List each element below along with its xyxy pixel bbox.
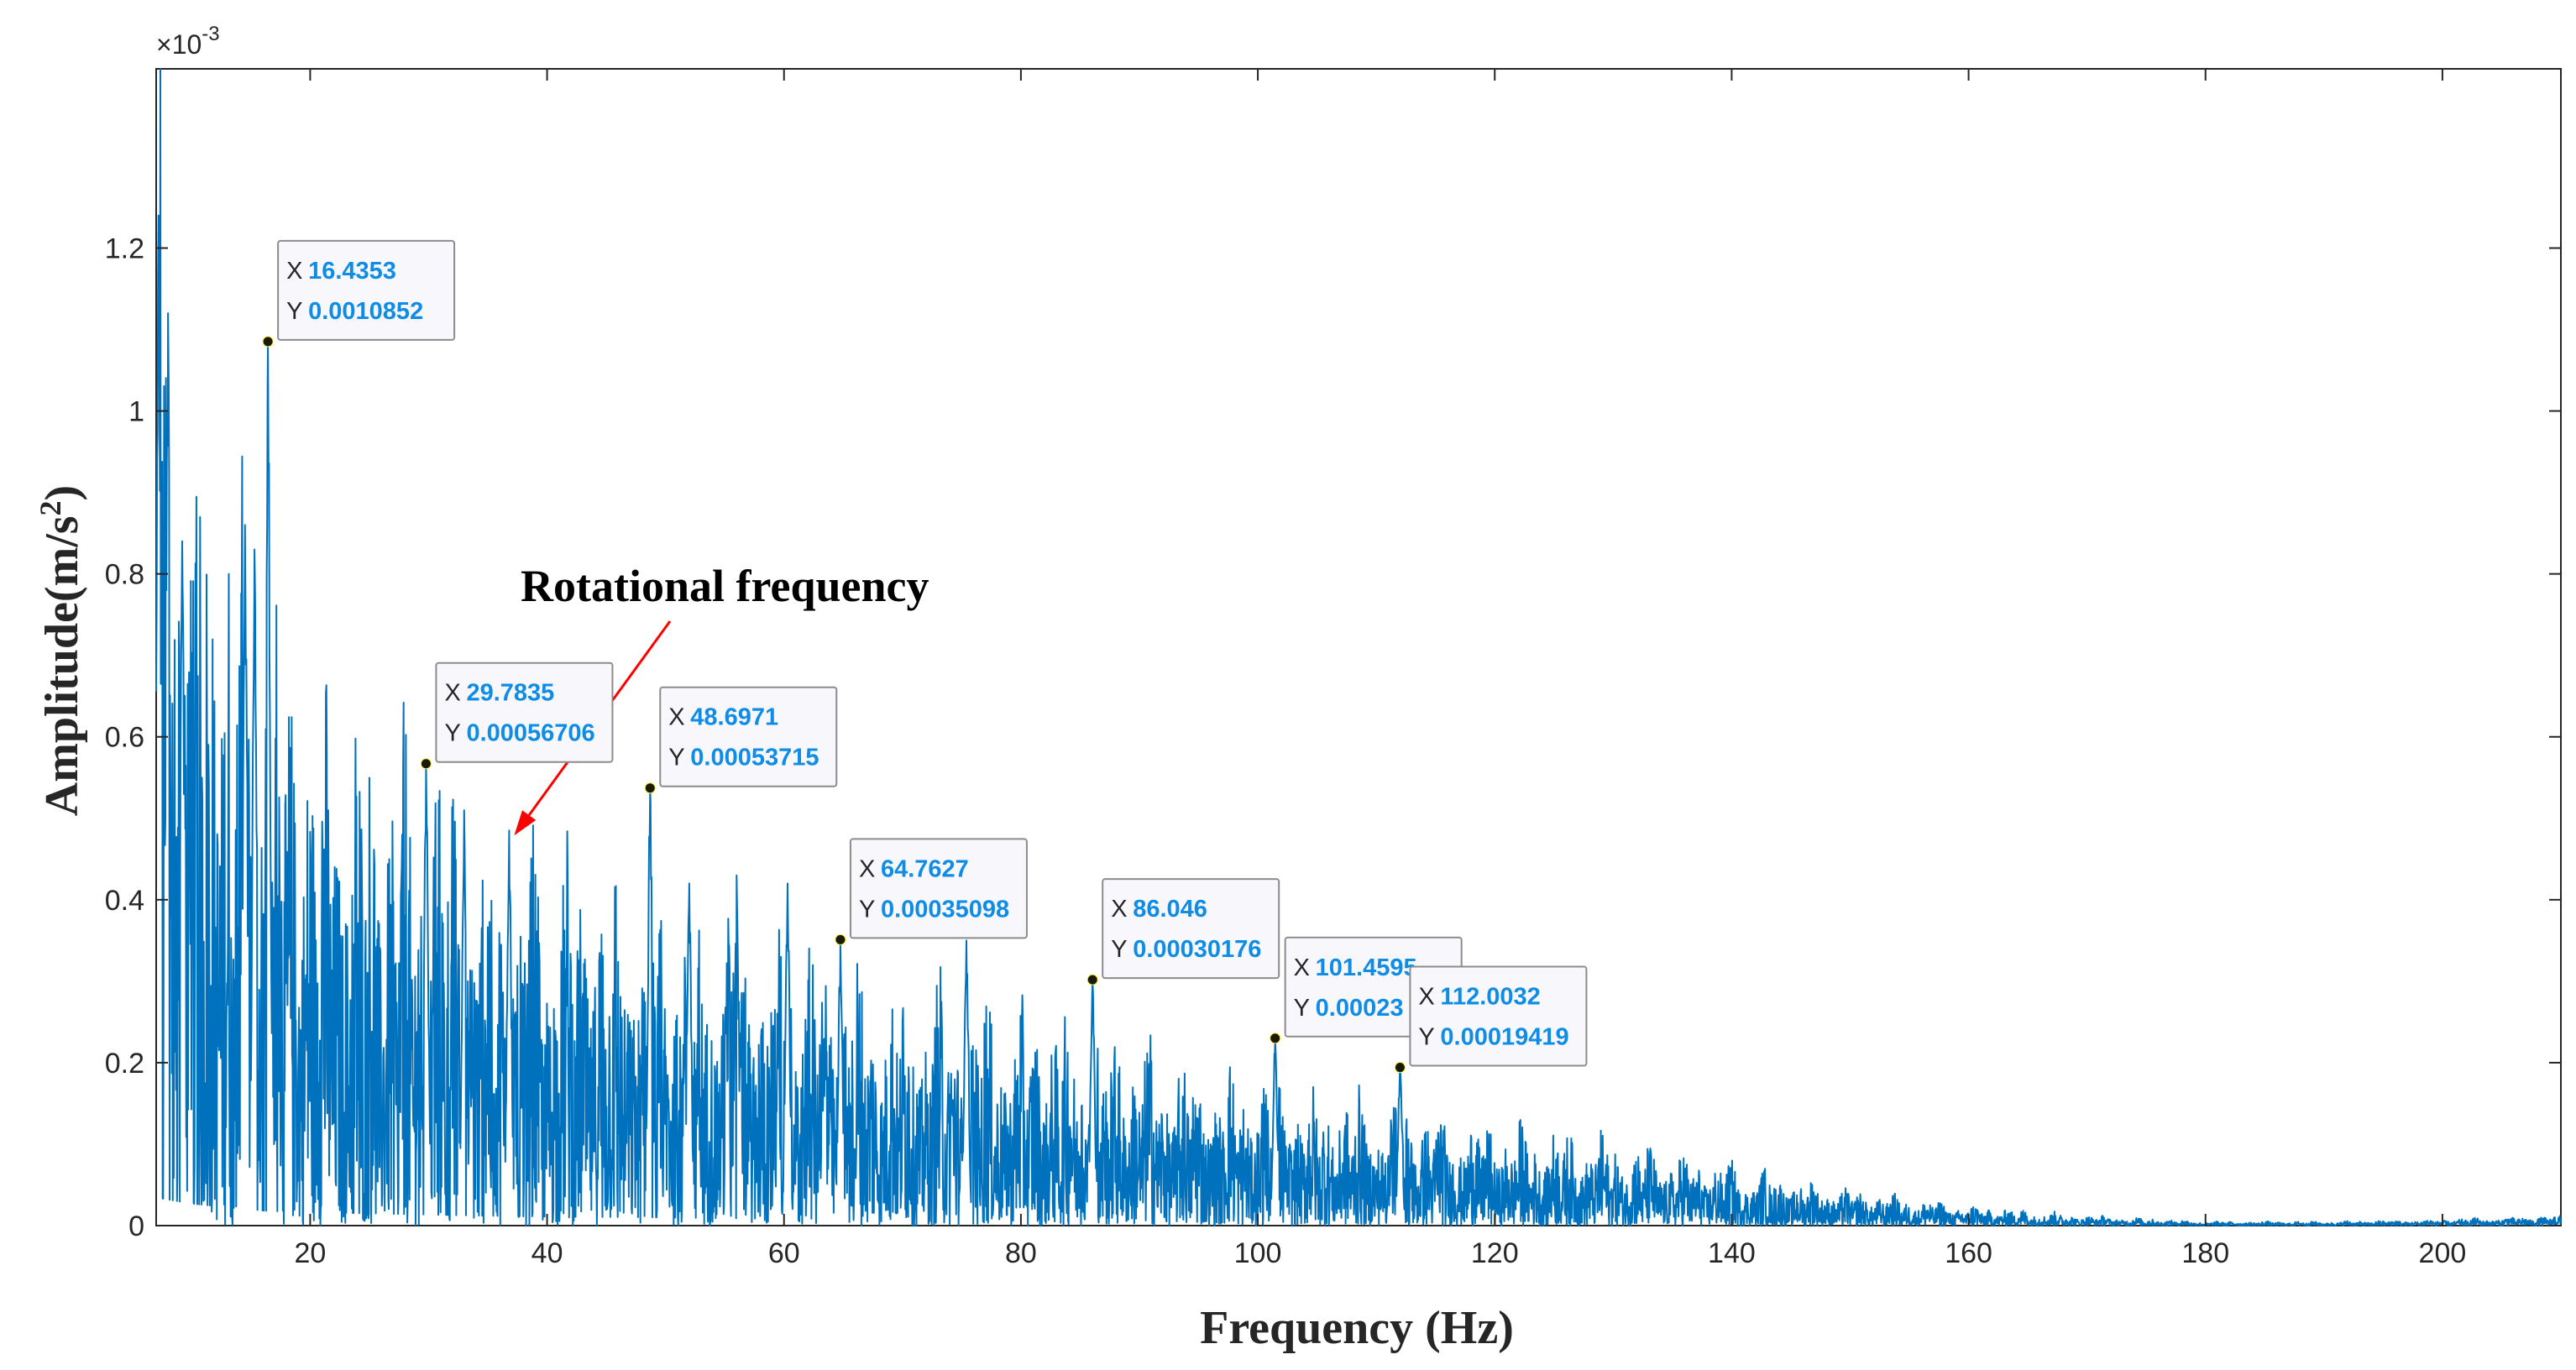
- y-exponent-base: ×10: [156, 29, 202, 60]
- y-exponent-power: -3: [202, 23, 219, 45]
- x-tick-label: 160: [1945, 1237, 1992, 1269]
- datatip-x-value: 101.4595: [1316, 954, 1417, 981]
- datatip-marker: [644, 782, 656, 794]
- x-tick-label: 100: [1234, 1237, 1282, 1269]
- datatip-y-value: 0.0010852: [308, 298, 423, 325]
- datatip-y-key: Y: [1111, 936, 1127, 963]
- x-tick-label: 80: [1005, 1237, 1037, 1269]
- x-tick-label: 20: [294, 1237, 326, 1269]
- datatip-box: [277, 239, 456, 341]
- datatip-y-key: Y: [1294, 995, 1310, 1022]
- datatip-y-value: 0.00030176: [1133, 936, 1261, 963]
- datatip-x-key: X: [668, 704, 684, 731]
- datatip-x-key: X: [859, 855, 875, 882]
- datatip-x-key: X: [1294, 954, 1310, 981]
- x-tick-label: 60: [768, 1237, 800, 1269]
- x-tick-label: 180: [2181, 1237, 2229, 1269]
- y-tick-label: 0.8: [105, 559, 144, 591]
- datatip-marker: [835, 933, 846, 945]
- datatip-y-key: Y: [286, 298, 302, 325]
- rotational-frequency-annotation: Rotational frequency: [514, 561, 929, 836]
- datatip-y-value: 0.00023: [1316, 995, 1404, 1022]
- datatip-y-key: Y: [859, 896, 875, 923]
- y-tick-label: 1.2: [105, 233, 144, 264]
- y-tick-label: 0.4: [105, 885, 144, 917]
- datatip-x-value: 112.0032: [1440, 984, 1540, 1011]
- datatip-box: [849, 838, 1028, 939]
- datatip-x-value: 86.046: [1133, 896, 1207, 923]
- datatip-x-value: 16.4353: [308, 258, 396, 285]
- y-axis-title: Amplitude(m/s2): [34, 485, 88, 816]
- datatip-marker: [420, 758, 432, 770]
- x-axis-ticks: 20 40 60 80 100 120 140 160 180 200: [294, 69, 2466, 1269]
- datatip-x-key: X: [1111, 896, 1127, 923]
- datatip-y-key: Y: [444, 720, 460, 747]
- datatip-y-value: 0.00019419: [1440, 1024, 1568, 1051]
- x-tick-label: 140: [1708, 1237, 1756, 1269]
- datatip-x-value: 48.6971: [690, 704, 778, 731]
- series-line: [155, 68, 2562, 1226]
- datatip-y-key: Y: [1418, 1024, 1434, 1051]
- datatip-box: [1409, 965, 1588, 1067]
- datatip-x-value: 29.7835: [466, 680, 554, 707]
- y-tick-label: 1: [128, 396, 144, 428]
- y-axis-ticks: 0 0.2 0.4 0.6 0.8 1 1.2: [105, 233, 2561, 1242]
- datatip-marker: [1086, 974, 1098, 986]
- datatip-x-key: X: [1418, 984, 1434, 1011]
- y-title-main: Amplitude(m/s: [36, 515, 88, 816]
- datatip-y-value: 0.00035098: [881, 896, 1009, 923]
- datatip-x-value: 64.7627: [881, 855, 969, 882]
- y-axis-exponent: ×10-3: [156, 23, 220, 60]
- datatip-box: [1102, 878, 1280, 980]
- y-title-close: ): [36, 485, 88, 501]
- x-axis-title: Frequency (Hz): [1200, 1302, 1514, 1354]
- datatip-x-key: X: [286, 258, 302, 285]
- annotation-text: Rotational frequency: [521, 561, 929, 611]
- datatip-marker: [1270, 1033, 1281, 1044]
- y-tick-label: 0: [128, 1211, 144, 1242]
- x-tick-label: 200: [2419, 1237, 2467, 1269]
- datatip-box: [659, 686, 838, 787]
- x-tick-label: 40: [531, 1237, 563, 1269]
- datatip-y-value: 0.00053715: [690, 745, 819, 771]
- annotation-arrow-head: [514, 810, 537, 836]
- y-tick-label: 0.6: [105, 722, 144, 754]
- datatip-y-key: Y: [668, 745, 684, 771]
- datatip-x-key: X: [444, 680, 460, 707]
- datatip-marker: [1394, 1062, 1406, 1074]
- datatip-box: [435, 661, 614, 763]
- y-title-sup: 2: [34, 500, 67, 515]
- datatip-y-value: 0.00056706: [466, 720, 594, 747]
- datatip-marker: [262, 336, 274, 348]
- y-tick-label: 0.2: [105, 1048, 144, 1080]
- x-tick-label: 120: [1471, 1237, 1519, 1269]
